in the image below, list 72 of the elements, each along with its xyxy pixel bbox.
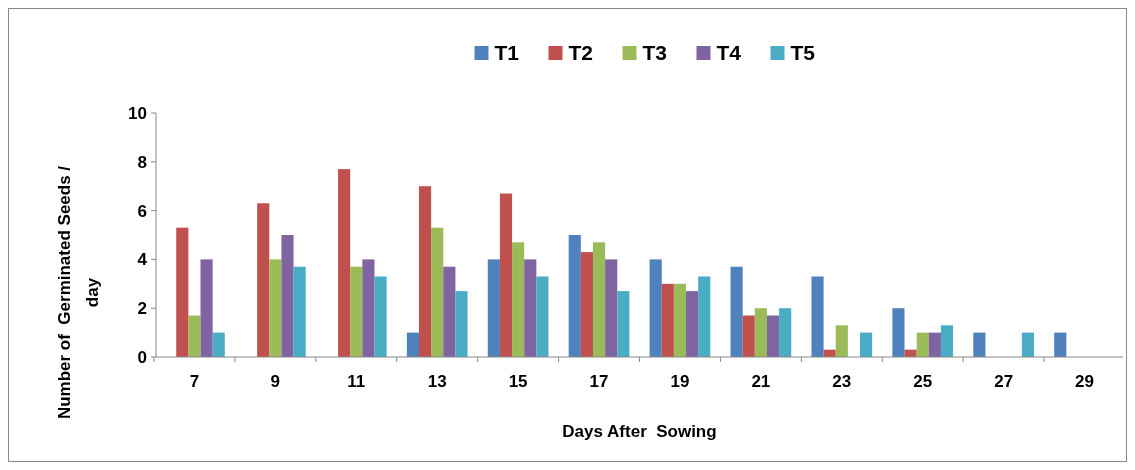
bar bbox=[443, 266, 456, 357]
legend-label: T2 bbox=[568, 41, 594, 64]
bar bbox=[730, 266, 743, 357]
x-tick-label: 23 bbox=[832, 372, 852, 391]
legend-label: T4 bbox=[716, 41, 742, 64]
bar bbox=[524, 259, 537, 357]
bar bbox=[649, 259, 662, 357]
y-tick-label: 0 bbox=[137, 347, 147, 367]
bar bbox=[188, 315, 201, 357]
bar bbox=[928, 332, 941, 357]
bar bbox=[568, 235, 581, 357]
bar bbox=[362, 259, 375, 357]
y-tick-label: 6 bbox=[137, 201, 147, 221]
bar bbox=[592, 242, 606, 357]
x-tick-label: 11 bbox=[347, 372, 366, 391]
bar bbox=[673, 283, 687, 357]
bar bbox=[860, 332, 873, 357]
bar bbox=[512, 242, 525, 357]
x-tick-label: 15 bbox=[508, 372, 528, 391]
bar bbox=[580, 252, 593, 357]
bar bbox=[350, 266, 363, 357]
bar bbox=[406, 332, 419, 357]
x-tick-label: 25 bbox=[913, 372, 933, 391]
x-tick-label: 27 bbox=[994, 372, 1014, 391]
bar bbox=[1054, 332, 1067, 357]
legend-label: T1 bbox=[494, 41, 520, 64]
bar bbox=[374, 276, 387, 357]
bar bbox=[916, 332, 929, 357]
bar bbox=[257, 203, 270, 357]
bar bbox=[499, 193, 513, 357]
x-tick-label: 19 bbox=[670, 372, 690, 391]
x-tick-label: 7 bbox=[189, 372, 200, 391]
bar bbox=[338, 169, 351, 357]
bar bbox=[431, 227, 444, 357]
x-tick-label: 29 bbox=[1075, 372, 1095, 391]
bar bbox=[973, 332, 986, 357]
bar bbox=[686, 291, 699, 357]
bar bbox=[293, 266, 306, 357]
bar bbox=[281, 235, 294, 357]
bar bbox=[176, 227, 189, 357]
bar bbox=[617, 291, 630, 357]
x-axis-title: Days After Sowing bbox=[562, 422, 717, 441]
bar bbox=[1021, 332, 1034, 357]
bar bbox=[892, 308, 905, 357]
bar bbox=[779, 308, 792, 357]
bar bbox=[418, 186, 432, 357]
bar bbox=[487, 259, 500, 357]
x-tick-label: 9 bbox=[270, 372, 281, 391]
bar bbox=[698, 276, 711, 357]
y-tick-label: 8 bbox=[137, 152, 147, 172]
legend-label: T5 bbox=[790, 41, 816, 64]
bar bbox=[269, 259, 282, 357]
y-tick-label: 2 bbox=[137, 299, 147, 319]
y-tick-label: 4 bbox=[137, 250, 148, 270]
y-axis-title: Number of Germinated Seeds / day bbox=[55, 165, 102, 420]
y-tick-label: 10 bbox=[128, 103, 147, 123]
x-tick-label: 17 bbox=[589, 372, 609, 391]
bar bbox=[536, 276, 549, 357]
legend-label: T3 bbox=[642, 41, 668, 64]
bar bbox=[940, 325, 954, 357]
bar bbox=[200, 259, 213, 357]
bar bbox=[811, 276, 824, 357]
bar bbox=[742, 315, 755, 357]
x-tick-label: 13 bbox=[427, 372, 447, 391]
bar bbox=[754, 308, 767, 357]
bar bbox=[766, 315, 780, 357]
x-tick-label: 21 bbox=[751, 372, 771, 391]
bar bbox=[455, 291, 468, 357]
bar bbox=[605, 259, 618, 357]
bar bbox=[835, 325, 848, 357]
bar bbox=[661, 283, 674, 357]
bar bbox=[212, 332, 225, 357]
